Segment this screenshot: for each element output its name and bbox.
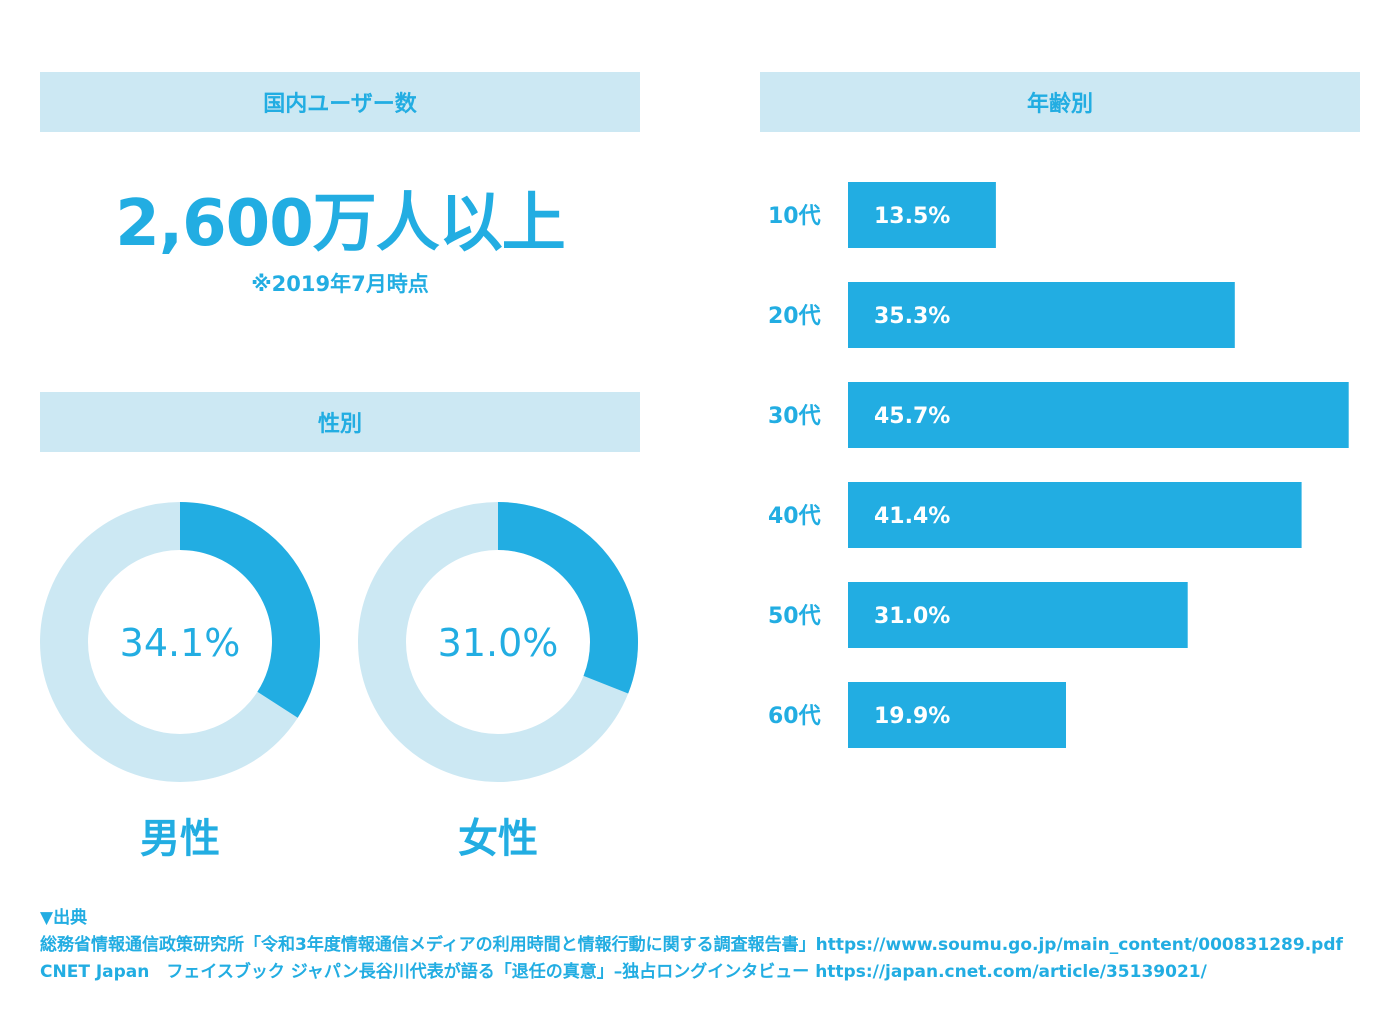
age-bar-value: 19.9%	[874, 704, 950, 729]
age-category-label: 10代	[768, 204, 821, 229]
age-bar-value: 35.3%	[874, 304, 950, 329]
gender-section-header: 性別	[40, 392, 640, 452]
gender-donut-charts: 34.1% 男性 31.0% 女性	[40, 502, 638, 862]
users-section-header: 国内ユーザー数	[40, 72, 640, 132]
age-bar-chart: 10代 13.5% 20代 35.3% 30代 45.7% 40代 41.4% 50代 31.0%…	[768, 182, 1349, 748]
users-header-label: 国内ユーザー数	[263, 92, 417, 117]
age-category-label: 60代	[768, 704, 821, 729]
age-category-label: 40代	[768, 504, 821, 529]
age-header-label: 年齢別	[1026, 92, 1093, 117]
sources-heading: ▼出典	[40, 908, 88, 928]
donut-female-value: 31.0%	[438, 621, 559, 665]
donut-female: 31.0% 女性	[358, 502, 638, 862]
user-count-value: 2,600万人以上	[115, 187, 565, 261]
donut-male-label: 男性	[140, 816, 220, 862]
age-section-header: 年齢別	[760, 72, 1360, 132]
age-category-label: 30代	[768, 404, 821, 429]
age-category-label: 20代	[768, 304, 821, 329]
age-bar	[848, 682, 1066, 748]
age-bar-value: 41.4%	[874, 504, 950, 529]
age-bar	[848, 282, 1235, 348]
age-bar	[848, 582, 1188, 648]
age-bar	[848, 482, 1302, 548]
source-line-1: 総務省情報通信政策研究所「令和3年度情報通信メディアの利用時間と情報行動に関する…	[40, 935, 1343, 955]
user-count-note: ※2019年7月時点	[251, 272, 429, 296]
donut-female-arc	[497, 502, 638, 694]
age-bar	[848, 382, 1349, 448]
donut-male: 34.1% 男性	[40, 502, 320, 862]
sources-block: ▼出典 総務省情報通信政策研究所「令和3年度情報通信メディアの利用時間と情報行動…	[40, 905, 1370, 986]
source-line-2: CNET Japan フェイスブック ジャパン長谷川代表が語る「退任の真意」–独…	[40, 962, 1207, 982]
age-category-label: 50代	[768, 604, 821, 629]
donut-male-arc	[179, 502, 320, 718]
age-bar-value: 31.0%	[874, 604, 950, 629]
age-bar	[848, 182, 996, 248]
age-bar-value: 13.5%	[874, 204, 950, 229]
donut-female-label: 女性	[458, 816, 538, 862]
age-bar-value: 45.7%	[874, 404, 950, 429]
gender-header-label: 性別	[317, 412, 362, 437]
donut-male-value: 34.1%	[120, 621, 241, 665]
